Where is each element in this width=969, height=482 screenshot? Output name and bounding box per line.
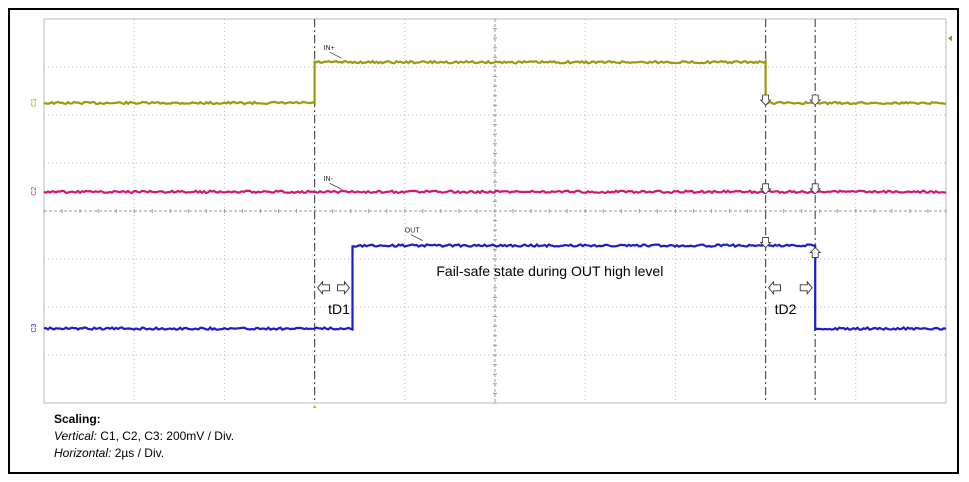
scaling-horizontal: Horizontal: 2µs / Div.: [54, 445, 164, 462]
horizontal-value: 2µs / Div.: [111, 446, 165, 460]
trace-out: [43, 242, 947, 332]
channel-tag: C2: [31, 187, 38, 196]
figure-frame: C1 IN+ C2 IN- C3 OUT tD1 tD2 Fail-safe state dur…: [8, 8, 959, 474]
scaling-vertical: Vertical: C1, C2, C3: 200mV / Div.: [54, 428, 234, 445]
series-label-leader: [410, 234, 423, 241]
fail-safe-annotation: Fail-safe state during OUT high level: [436, 263, 663, 279]
transition-marker-up: [809, 246, 822, 258]
transition-marker: [809, 183, 822, 195]
series-label: IN-: [324, 176, 334, 183]
series-label: OUT: [405, 228, 421, 235]
vertical-value: C1, C2, C3: 200mV / Div.: [96, 429, 235, 443]
arrow-right-icon: [337, 280, 351, 296]
vertical-label: Vertical:: [54, 429, 97, 443]
transition-marker: [809, 94, 822, 106]
series-label-leader: [329, 51, 342, 59]
channel-tag: C3: [31, 324, 38, 333]
trace-in: [43, 189, 947, 195]
oscilloscope-plot: C1 IN+ C2 IN- C3 OUT tD1 tD2 Fail-safe state dur…: [31, 18, 952, 408]
trigger-position-icon: [312, 405, 317, 408]
transition-marker: [759, 237, 772, 249]
trace-in: [43, 59, 947, 106]
td1-label: tD1: [328, 301, 350, 317]
trigger-level-icon: [948, 35, 952, 42]
arrow-right-icon: [799, 280, 813, 296]
series-label-leader: [329, 182, 342, 190]
transition-marker: [759, 94, 772, 106]
horizontal-label: Horizontal:: [54, 446, 112, 460]
scaling-title: Scaling:: [54, 412, 101, 426]
channel-tag: C1: [31, 98, 38, 107]
td2-label: tD2: [775, 301, 797, 317]
series-label: IN+: [324, 45, 335, 52]
arrow-left-icon: [768, 280, 782, 296]
transition-marker: [759, 183, 772, 195]
arrow-left-icon: [317, 280, 331, 296]
